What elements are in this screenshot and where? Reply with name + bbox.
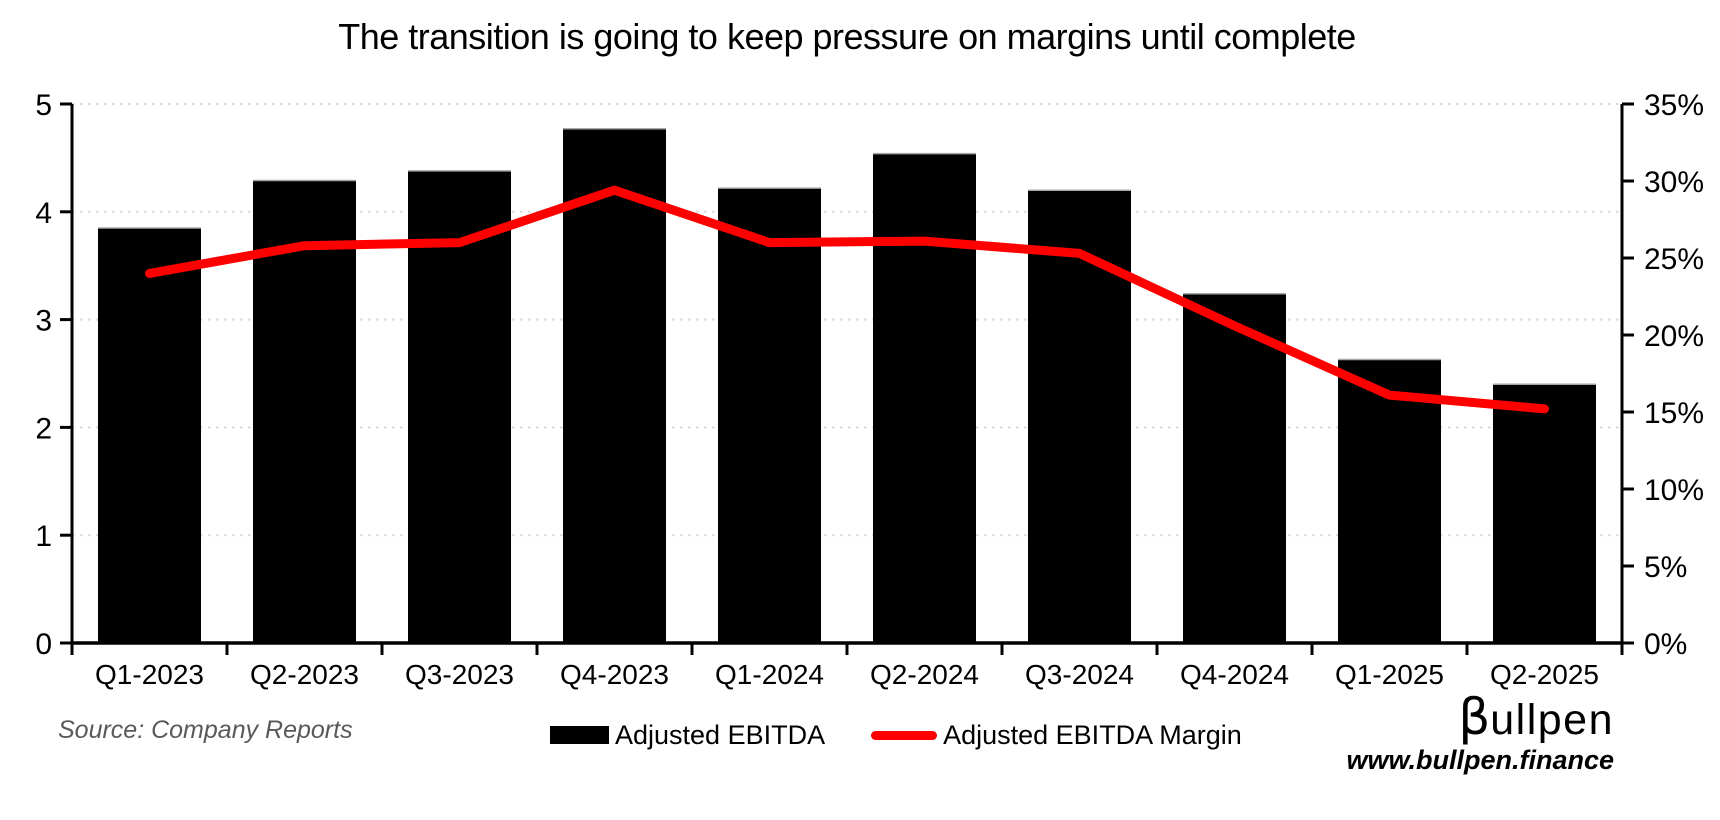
right-axis-label-35%: 35% bbox=[1644, 89, 1704, 122]
right-axis-label-0%: 0% bbox=[1644, 628, 1687, 661]
right-axis-label-30%: 30% bbox=[1644, 166, 1704, 199]
bullpen-website-url: www.bullpen.finance bbox=[1346, 745, 1614, 775]
right-axis-label-25%: 25% bbox=[1644, 243, 1704, 276]
bar-Q1-2023 bbox=[98, 227, 201, 643]
bar-Q2-2023 bbox=[253, 180, 356, 643]
bar-Q3-2023 bbox=[408, 170, 511, 643]
right-axis-label-5%: 5% bbox=[1644, 551, 1687, 584]
left-axis-label-3: 3 bbox=[35, 305, 52, 338]
x-axis-label-Q3-2024: Q3-2024 bbox=[1025, 659, 1134, 690]
bar-Q1-2024 bbox=[718, 188, 821, 644]
bullpen-logo-text: ullpen bbox=[1490, 696, 1614, 744]
source-note: Source: Company Reports bbox=[58, 716, 353, 744]
legend-label-adjusted-ebitda: Adjusted EBITDA bbox=[615, 719, 826, 750]
x-axis-label-Q2-2024: Q2-2024 bbox=[870, 659, 979, 690]
beta-logo-icon: β bbox=[1458, 688, 1491, 746]
legend-line-swatch-icon bbox=[871, 730, 938, 740]
bar-Q2-2024 bbox=[873, 153, 976, 643]
x-axis-label-Q2-2025: Q2-2025 bbox=[1490, 659, 1599, 690]
chart-legend: Adjusted EBITDA Adjusted EBITDA Margin bbox=[550, 719, 1242, 750]
legend-bar-swatch-icon bbox=[550, 726, 609, 744]
x-axis-label-Q1-2024: Q1-2024 bbox=[715, 659, 824, 690]
left-axis-label-5: 5 bbox=[35, 89, 52, 122]
bullpen-branding: βullpen www.bullpen.finance bbox=[1346, 690, 1614, 776]
right-axis-label-15%: 15% bbox=[1644, 397, 1704, 430]
bar-Q4-2023 bbox=[563, 128, 666, 643]
left-axis-label-4: 4 bbox=[35, 197, 52, 230]
x-axis-label-Q1-2025: Q1-2025 bbox=[1335, 659, 1444, 690]
adjusted-ebitda-margin-line bbox=[145, 185, 1549, 414]
bar-Q2-2025 bbox=[1493, 384, 1596, 643]
right-axis-label-20%: 20% bbox=[1644, 320, 1704, 353]
left-axis-label-1: 1 bbox=[35, 520, 52, 553]
chart-title: The transition is going to keep pressure… bbox=[338, 16, 1356, 57]
x-axis-label-Q4-2024: Q4-2024 bbox=[1180, 659, 1289, 690]
bar-Q4-2024 bbox=[1183, 293, 1286, 643]
left-axis-label-0: 0 bbox=[35, 628, 52, 661]
right-axis-label-10%: 10% bbox=[1644, 474, 1704, 507]
x-axis-label-Q2-2023: Q2-2023 bbox=[250, 659, 359, 690]
bar-Q1-2025 bbox=[1338, 359, 1441, 643]
legend-label-adjusted-ebitda-margin: Adjusted EBITDA Margin bbox=[943, 719, 1242, 750]
bullpen-logo: βullpen bbox=[1346, 690, 1614, 745]
x-axis-label-Q3-2023: Q3-2023 bbox=[405, 659, 514, 690]
x-axis-label-Q1-2023: Q1-2023 bbox=[95, 659, 204, 690]
x-axis-label-Q4-2023: Q4-2023 bbox=[560, 659, 669, 690]
left-axis-label-2: 2 bbox=[35, 412, 52, 445]
